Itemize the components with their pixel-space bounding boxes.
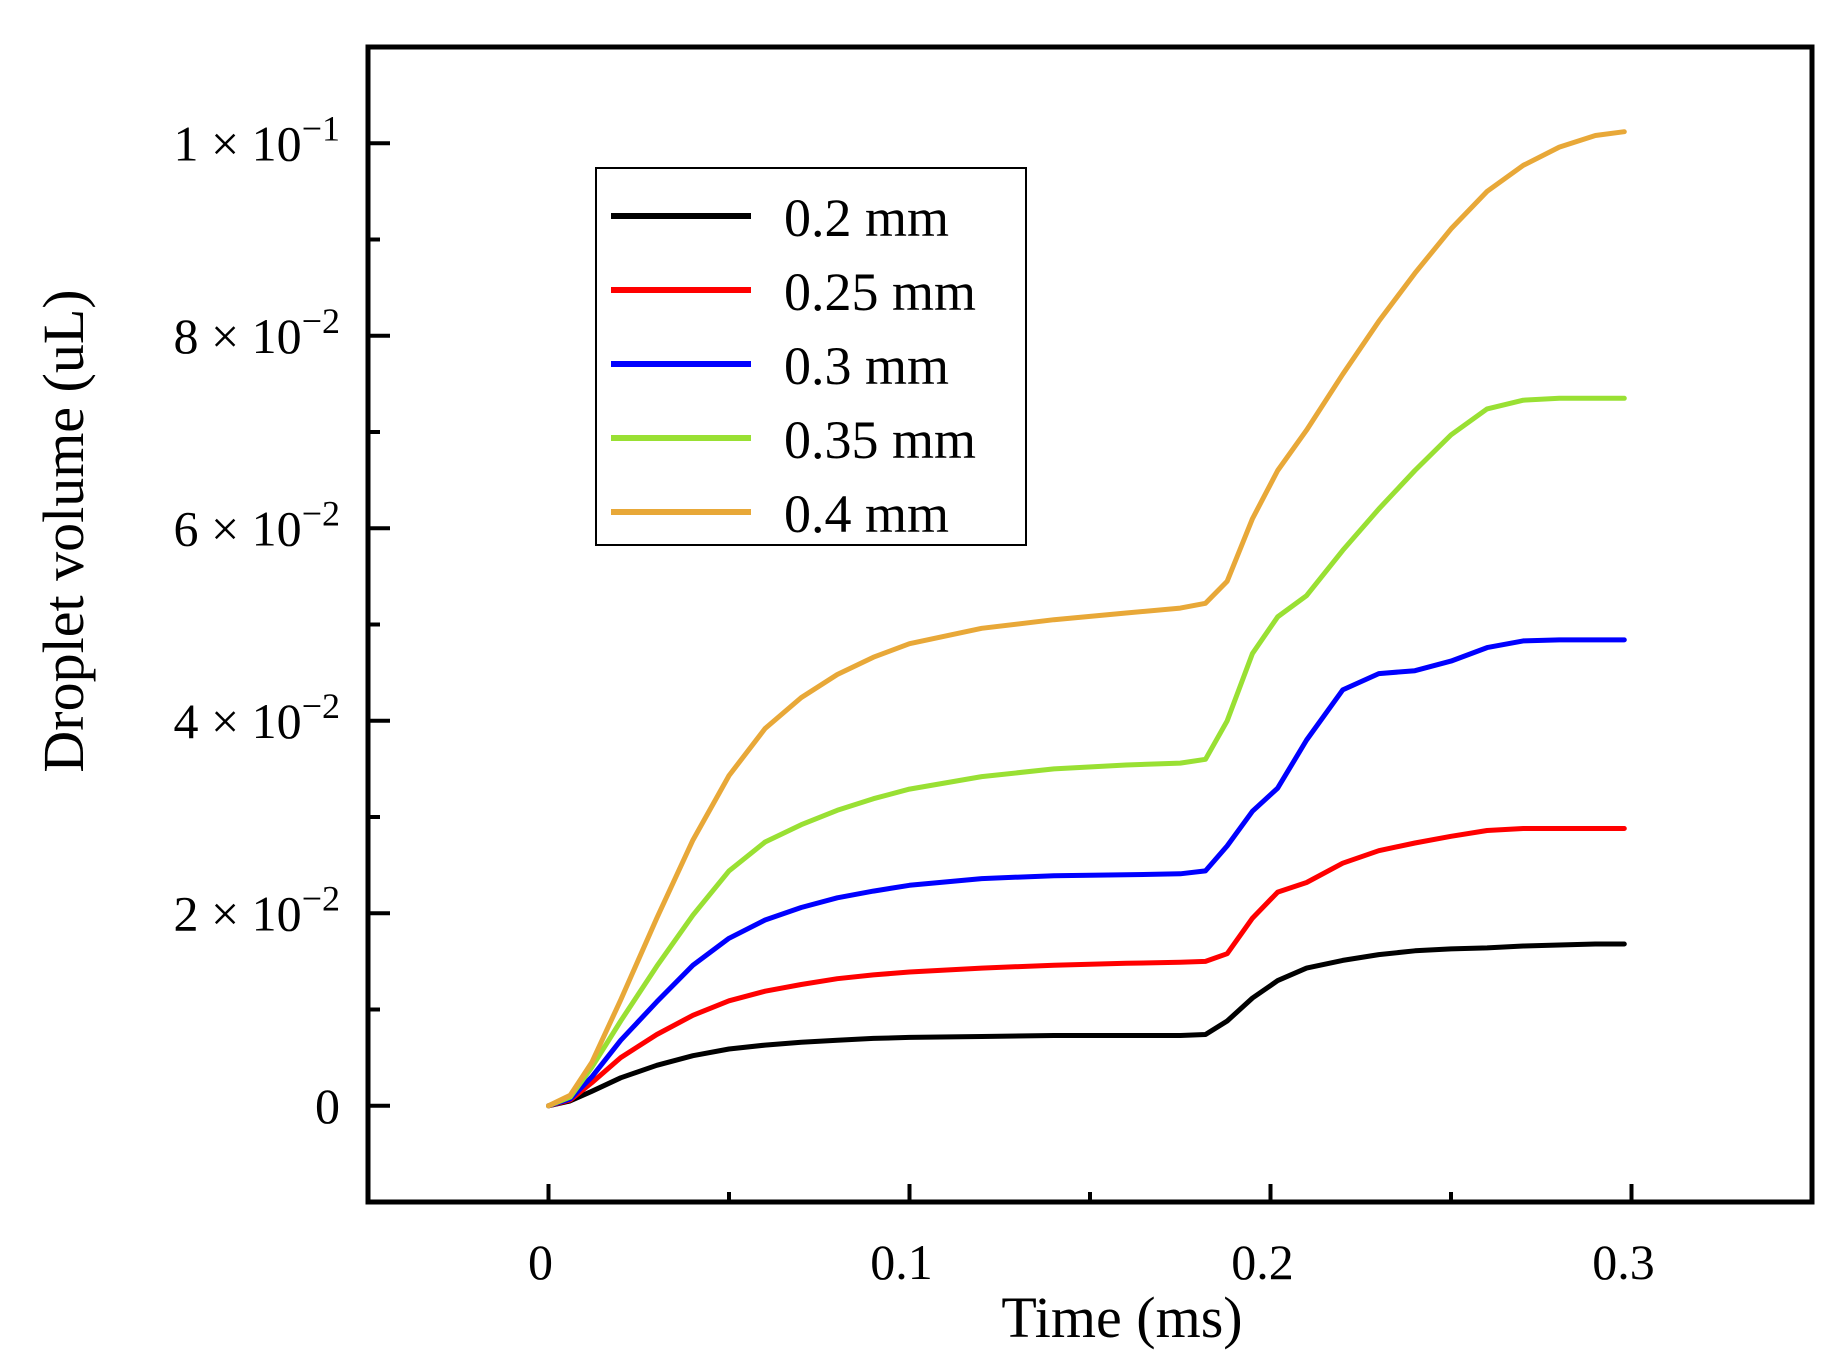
x-tick-label: 0: [528, 1234, 553, 1290]
legend-entry-label: 0.2 mm: [784, 188, 949, 248]
legend: 0.2 mm 0.25 mm 0.3 mm 0.35 mm 0.4 mm: [595, 167, 1027, 546]
legend-entry-label: 0.35 mm: [784, 410, 976, 470]
ticks-layer: 0 0.1 0.2 0.3 0 2 × 10−2 4 × 10−2 6 × 10−2 8 × 1…: [173, 108, 1654, 1290]
y-axis-label: Droplet volume (uL): [31, 289, 96, 772]
series-layer: [546, 129, 1627, 1109]
x-tick-label: 0.3: [1592, 1234, 1655, 1290]
y-tick-label: 0: [315, 1078, 340, 1134]
y-tick-label: 8 × 10−2: [173, 301, 340, 364]
y-tick-label: 2 × 10−2: [173, 878, 340, 941]
series-line-0.35-mm: [546, 395, 1627, 1109]
series-line-0.4-mm: [546, 129, 1627, 1109]
series-line-0.3-mm: [546, 637, 1627, 1109]
legend-entry-label: 0.4 mm: [784, 484, 949, 544]
x-tick-label: 0.1: [870, 1234, 933, 1290]
legend-entry-label: 0.3 mm: [784, 336, 949, 396]
series-line-0.25-mm: [546, 826, 1627, 1109]
series-line-0.2-mm: [546, 941, 1627, 1109]
x-tick-label: 0.2: [1231, 1234, 1294, 1290]
y-tick-label: 1 × 10−1: [173, 108, 340, 171]
legend-box: [595, 167, 1027, 546]
y-tick-label: 4 × 10−2: [173, 686, 340, 749]
legend-entry-label: 0.25 mm: [784, 262, 976, 322]
x-axis-label: Time (ms): [1001, 1285, 1242, 1350]
y-tick-label: 6 × 10−2: [173, 493, 340, 556]
